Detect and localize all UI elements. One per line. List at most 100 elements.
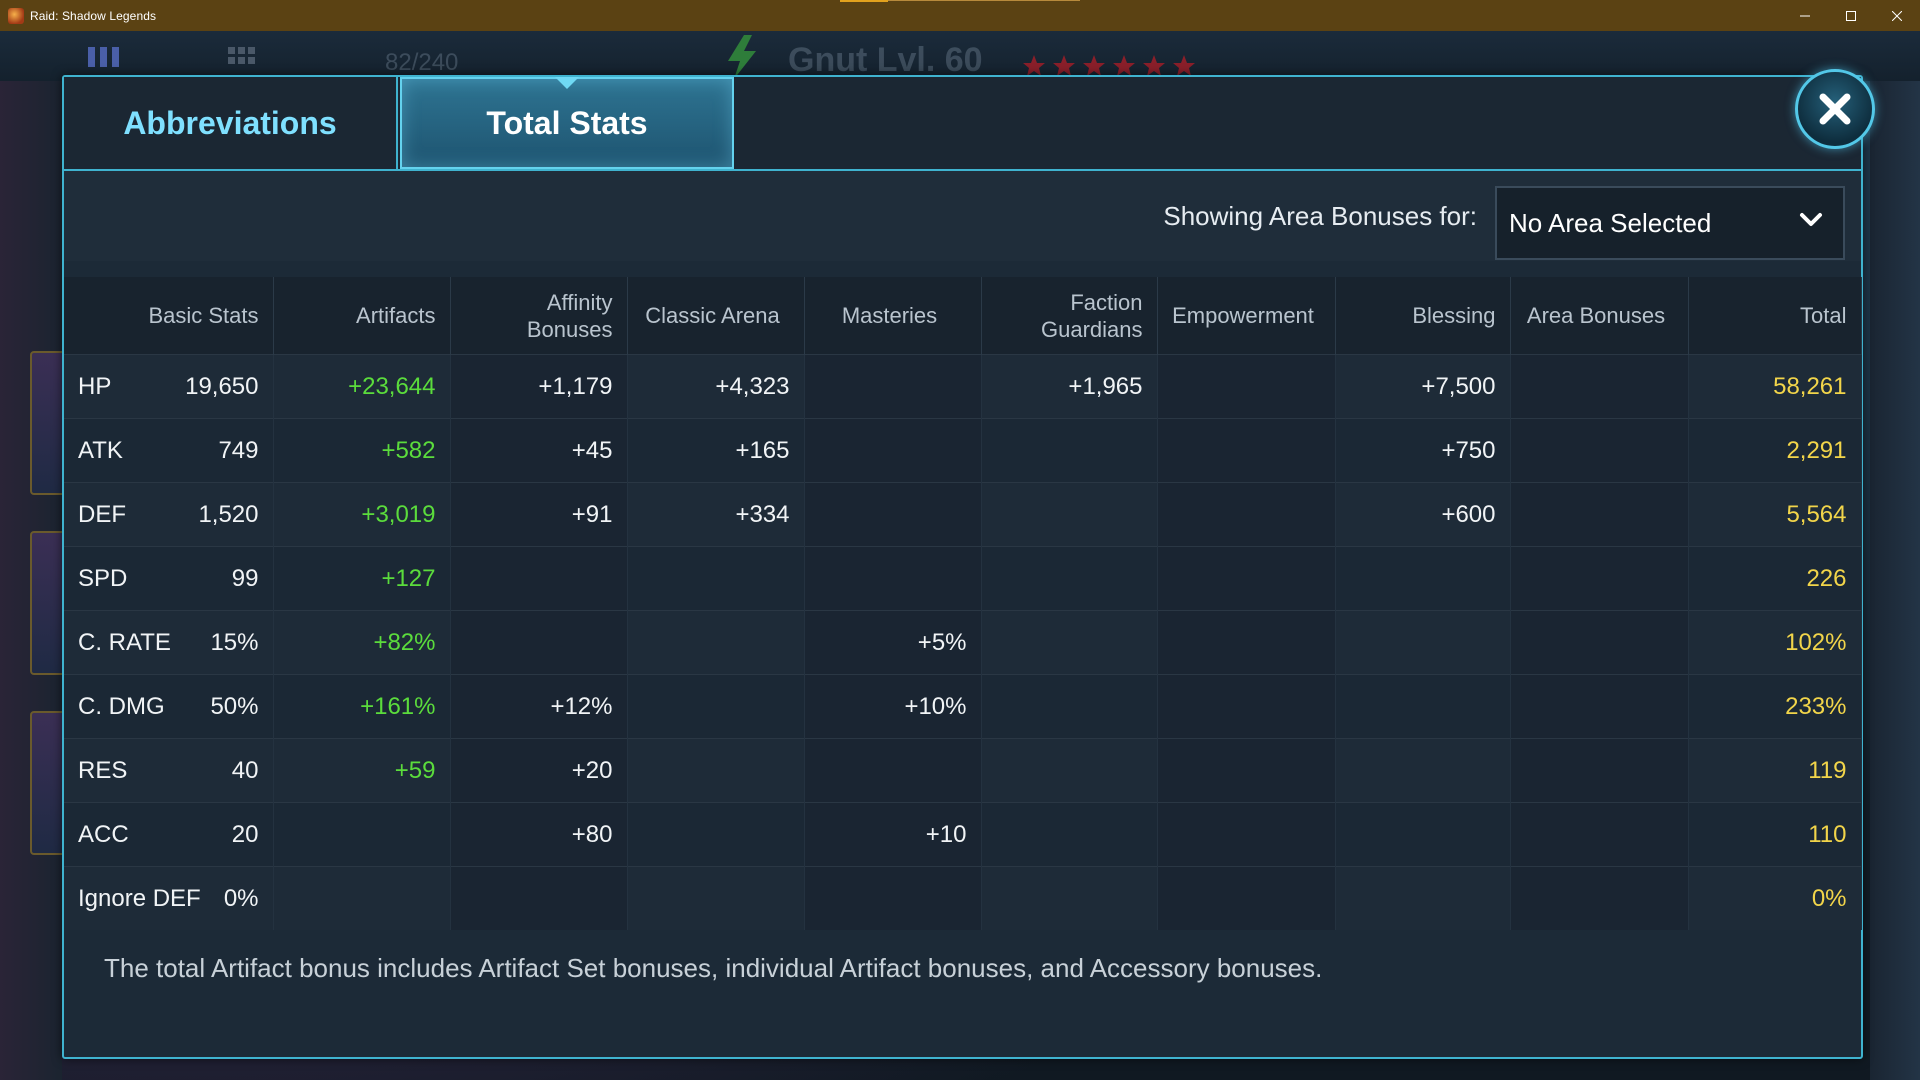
empowerment-value bbox=[1157, 354, 1336, 419]
table-row: C. RATE 15% +82% +5% 102% bbox=[64, 610, 1862, 675]
maximize-icon bbox=[1846, 10, 1856, 21]
minimize-button[interactable] bbox=[1782, 0, 1828, 31]
background-right-panel bbox=[1870, 81, 1920, 1080]
artifacts-value: +161% bbox=[273, 674, 451, 739]
area-filter-label: Showing Area Bonuses for: bbox=[1163, 200, 1477, 231]
artifact-footnote: The total Artifact bonus includes Artifa… bbox=[104, 953, 1323, 983]
header-faction-guardians: Faction Guardians bbox=[981, 277, 1158, 355]
background-hero-bar: 82/240 Gnut Lvl. 60 bbox=[0, 31, 1920, 81]
close-icon bbox=[1819, 93, 1851, 125]
total-value: 110 bbox=[1688, 802, 1862, 867]
window-close-button[interactable] bbox=[1874, 0, 1920, 31]
basic-stat-value: 40 bbox=[231, 756, 259, 784]
tab-total-stats[interactable]: Total Stats bbox=[400, 77, 734, 169]
header-basic-stats: Basic Stats bbox=[64, 277, 274, 355]
stat-name: C. DMG bbox=[78, 692, 165, 720]
area-value bbox=[1510, 354, 1689, 419]
close-dialog-button[interactable] bbox=[1795, 69, 1875, 149]
basic-stat-value: 15% bbox=[210, 628, 259, 656]
app-icon bbox=[8, 7, 24, 24]
faction-value bbox=[981, 738, 1158, 803]
artifacts-value: +59 bbox=[273, 738, 451, 803]
arena-value bbox=[627, 738, 805, 803]
minimize-icon bbox=[1800, 15, 1810, 16]
affinity-value: +91 bbox=[450, 482, 628, 547]
arena-value bbox=[627, 546, 805, 611]
header-blessing: Blessing bbox=[1335, 277, 1511, 355]
area-select-dropdown[interactable]: No Area Selected bbox=[1495, 186, 1845, 260]
stat-name: RES bbox=[78, 756, 128, 784]
blessing-value bbox=[1335, 802, 1511, 867]
artifacts-value bbox=[273, 802, 451, 867]
table-row: RES 40 +59 +20 119 bbox=[64, 738, 1862, 803]
active-tab-caret-icon bbox=[555, 77, 579, 89]
arena-value bbox=[627, 610, 805, 675]
arena-value: +4,323 bbox=[627, 354, 805, 419]
artifacts-value: +23,644 bbox=[273, 354, 451, 419]
masteries-value bbox=[804, 546, 982, 611]
blessing-value bbox=[1335, 674, 1511, 739]
stat-name: C. RATE bbox=[78, 628, 171, 656]
tab-abbreviations[interactable]: Abbreviations bbox=[64, 77, 398, 169]
table-row: C. DMG 50% +161% +12% +10% 233% bbox=[64, 674, 1862, 739]
table-row: HP 19,650 +23,644 +1,179 +4,323 +1,965 +7,500 5… bbox=[64, 354, 1862, 419]
stat-name: SPD bbox=[78, 564, 128, 592]
background-hero-card bbox=[30, 351, 68, 495]
window-titlebar: Raid: Shadow Legends bbox=[0, 0, 1920, 31]
arena-value bbox=[627, 674, 805, 739]
area-select-value: No Area Selected bbox=[1509, 207, 1712, 238]
affinity-value: +1,179 bbox=[450, 354, 628, 419]
stat-cell: DEF 1,520 bbox=[64, 482, 274, 547]
faction-value bbox=[981, 802, 1158, 867]
affinity-value: +80 bbox=[450, 802, 628, 867]
total-value: 2,291 bbox=[1688, 418, 1862, 483]
affinity-value: +20 bbox=[450, 738, 628, 803]
basic-stat-value: 50% bbox=[210, 692, 259, 720]
basic-stat-value: 1,520 bbox=[198, 500, 259, 528]
grid-icon bbox=[228, 47, 255, 64]
total-value: 58,261 bbox=[1688, 354, 1862, 419]
arena-value bbox=[627, 802, 805, 867]
masteries-value bbox=[804, 354, 982, 419]
total-value: 119 bbox=[1688, 738, 1862, 803]
stars-icon bbox=[1023, 55, 1195, 76]
faction-value bbox=[981, 866, 1158, 930]
empowerment-value bbox=[1157, 802, 1336, 867]
table-row: SPD 99 +127 226 bbox=[64, 546, 1862, 611]
table-row: DEF 1,520 +3,019 +91 +334 +600 5,564 bbox=[64, 482, 1862, 547]
faction-value bbox=[981, 674, 1158, 739]
stat-cell: RES 40 bbox=[64, 738, 274, 803]
artifacts-value: +127 bbox=[273, 546, 451, 611]
area-value bbox=[1510, 610, 1689, 675]
masteries-value: +10% bbox=[804, 674, 982, 739]
stat-name: Ignore DEF bbox=[78, 884, 201, 912]
basic-stat-value: 0% bbox=[223, 884, 259, 912]
header-classic-arena: Classic Arena bbox=[627, 277, 805, 355]
background-hero-title: Gnut Lvl. 60 bbox=[788, 41, 983, 79]
titlebar-accent bbox=[840, 0, 888, 2]
affinity-value bbox=[450, 610, 628, 675]
blessing-value bbox=[1335, 738, 1511, 803]
artifacts-value: +3,019 bbox=[273, 482, 451, 547]
stat-cell: C. RATE 15% bbox=[64, 610, 274, 675]
lightning-icon bbox=[728, 35, 756, 79]
stat-name: HP bbox=[78, 372, 112, 400]
artifacts-value: +582 bbox=[273, 418, 451, 483]
maximize-button[interactable] bbox=[1828, 0, 1874, 31]
header-affinity-bonuses: Affinity Bonuses bbox=[450, 277, 628, 355]
blessing-value bbox=[1335, 866, 1511, 930]
table-row: ATK 749 +582 +45 +165 +750 2,291 bbox=[64, 418, 1862, 483]
basic-stat-value: 99 bbox=[231, 564, 259, 592]
area-value bbox=[1510, 866, 1689, 930]
empowerment-value bbox=[1157, 674, 1336, 739]
arena-value bbox=[627, 866, 805, 930]
arena-value: +334 bbox=[627, 482, 805, 547]
area-value bbox=[1510, 482, 1689, 547]
artifacts-value: +82% bbox=[273, 610, 451, 675]
header-total: Total bbox=[1688, 277, 1862, 355]
masteries-value: +10 bbox=[804, 802, 982, 867]
affinity-value bbox=[450, 546, 628, 611]
titlebar-accent-line bbox=[888, 0, 1080, 1]
faction-value bbox=[981, 418, 1158, 483]
total-stats-dialog: Abbreviations Total Stats Showing Area B… bbox=[62, 69, 1875, 1059]
